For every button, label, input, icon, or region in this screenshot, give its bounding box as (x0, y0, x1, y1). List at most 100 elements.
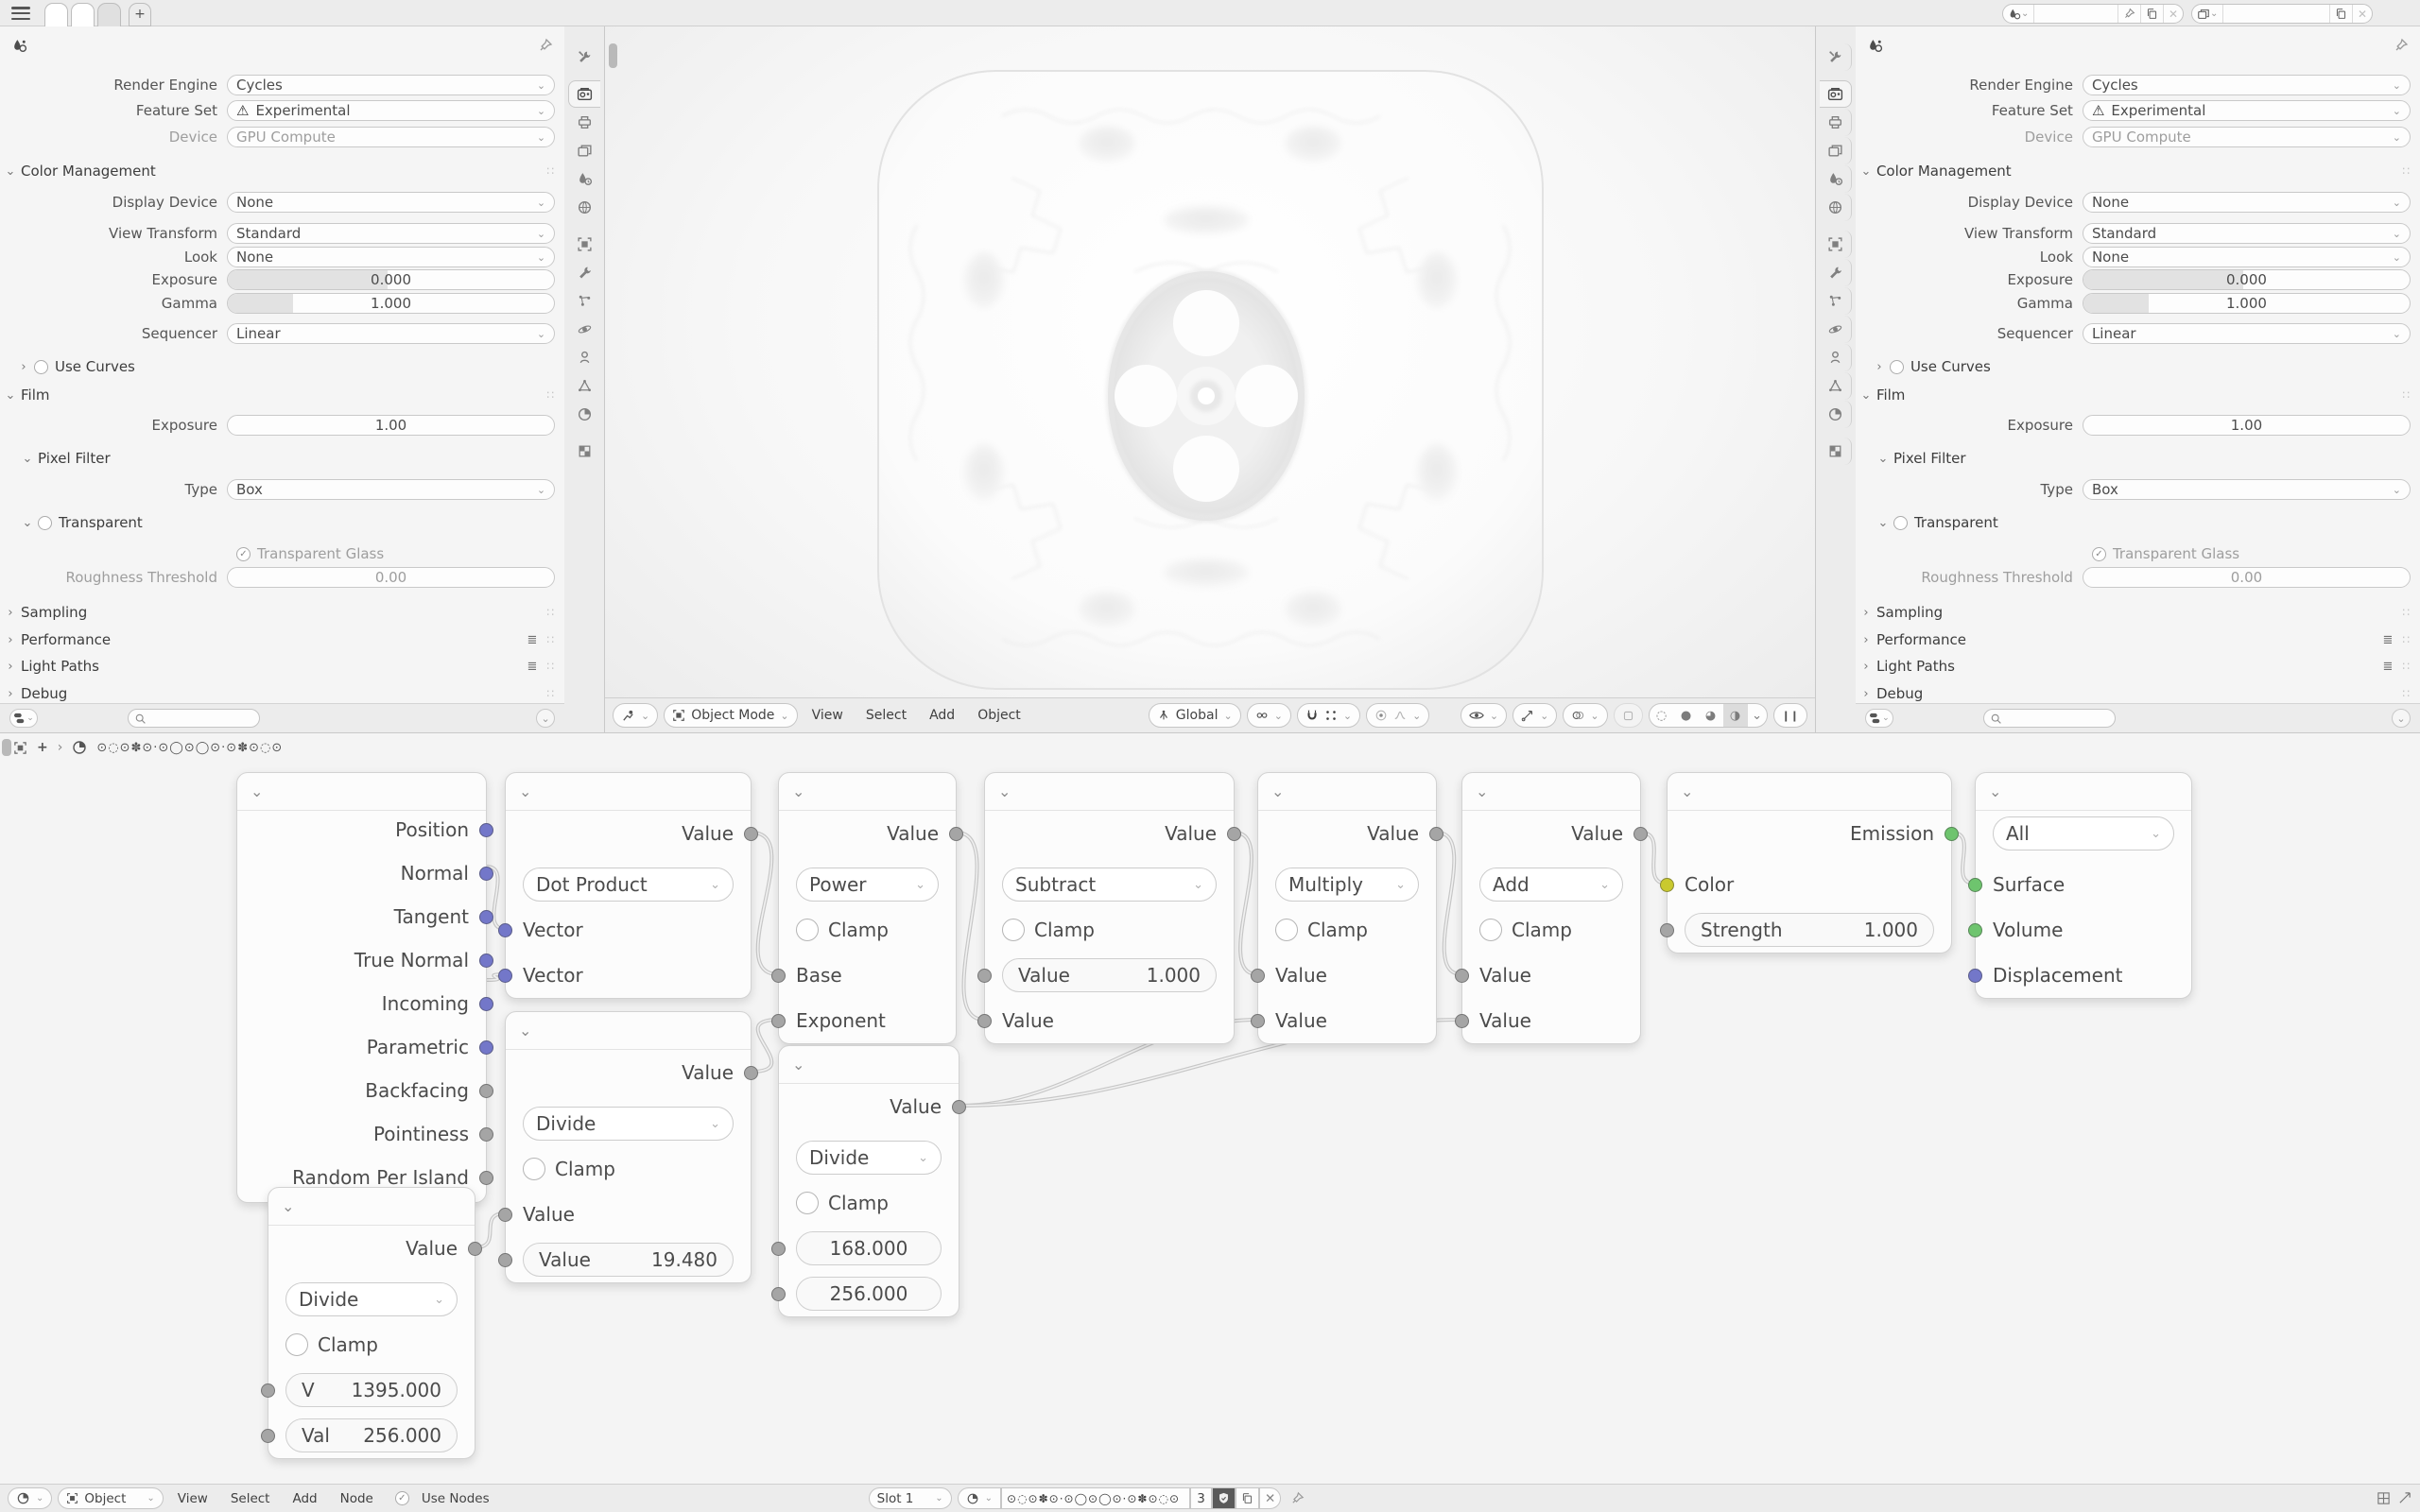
output-socket[interactable] (468, 1241, 482, 1256)
tab-view-layer[interactable] (1820, 137, 1852, 164)
xray-toggle[interactable] (1613, 703, 1643, 728)
device-dropdown[interactable]: GPU Compute ⌄ (227, 127, 556, 147)
transparent-glass-checkbox[interactable]: ✓ (2091, 546, 2106, 561)
collapse-icon[interactable]: ⌄ (282, 1197, 295, 1215)
operation-dropdown[interactable]: Add ⌄ (1479, 868, 1623, 902)
shading-options-chevron[interactable]: ⌄ (1748, 704, 1767, 727)
pause-render-button[interactable]: ❙❙ (1772, 703, 1807, 728)
tab-tool[interactable] (568, 43, 600, 71)
output-socket[interactable] (952, 1099, 966, 1114)
input-socket[interactable] (771, 1286, 786, 1301)
section-sampling[interactable]: › Sampling ∷ (0, 601, 555, 624)
clamp-checkbox[interactable] (796, 1192, 819, 1214)
search-input[interactable] (1982, 709, 2116, 728)
feature-set-dropdown[interactable]: ⚠ Experimental ⌄ (227, 100, 556, 121)
roughness-threshold-field[interactable]: 0.00 (2082, 567, 2411, 588)
value-field[interactable]: Value 1.000 (1002, 958, 1217, 992)
value-field[interactable]: V 1395.000 (285, 1373, 458, 1407)
node-header[interactable]: ⌄ (268, 1188, 475, 1226)
material-output-node[interactable]: ⌄ All ⌄ Surface Volume Displacement (1968, 772, 2192, 999)
output-socket[interactable] (479, 866, 493, 881)
node-header[interactable]: ⌄ (779, 1046, 959, 1084)
tab-view-layer[interactable] (568, 137, 600, 164)
output-socket[interactable] (479, 953, 493, 968)
math-node-divide-b[interactable]: ⌄ Value Divide ⌄ Clamp Value Value 19.480 (498, 1011, 758, 1283)
input-socket[interactable] (498, 968, 512, 983)
tab-particles[interactable] (1820, 287, 1852, 315)
strength-field[interactable]: Strength 1.000 (1685, 913, 1934, 947)
menu-view[interactable]: View (177, 1490, 208, 1506)
sequencer-dropdown[interactable]: Linear ⌄ (2082, 323, 2411, 344)
drag-dots-icon[interactable]: ∷ (2402, 388, 2411, 402)
math-node-divide-c[interactable]: ⌄ Value Divide ⌄ Clamp 168.000 256.000 (771, 1045, 966, 1317)
pin-icon[interactable] (2117, 5, 2140, 23)
tab-scene[interactable] (568, 165, 600, 193)
collapse-icon[interactable]: ⌄ (1476, 782, 1489, 800)
toolbar-collapsed-handle[interactable] (609, 43, 617, 68)
transparent-checkbox[interactable] (1893, 515, 1908, 530)
drag-dots-icon[interactable]: ∷ (2402, 606, 2411, 619)
node-header[interactable]: ⌄ (506, 1012, 751, 1050)
output-socket[interactable] (479, 1083, 493, 1098)
collapse-icon[interactable]: ⌄ (1681, 782, 1694, 800)
input-socket[interactable] (498, 1252, 512, 1267)
drag-dots-icon[interactable]: ∷ (546, 687, 556, 700)
output-socket[interactable] (479, 822, 493, 837)
pin-icon[interactable] (1290, 1491, 1305, 1505)
section-color-management[interactable]: ⌄ Color Management ∷ (0, 160, 555, 182)
tab-constraints[interactable] (1820, 344, 1852, 371)
section-film[interactable]: ⌄ Film ∷ (0, 384, 555, 406)
view-layer-icon[interactable]: ⌄ (2192, 5, 2222, 23)
input-socket[interactable] (261, 1428, 275, 1443)
output-socket[interactable] (479, 1040, 493, 1055)
use-nodes-checkbox[interactable]: ✓ (394, 1491, 409, 1505)
tab-object[interactable] (568, 231, 600, 258)
close-icon[interactable]: ✕ (2351, 5, 2372, 23)
render-engine-dropdown[interactable]: Cycles ⌄ (2082, 75, 2411, 95)
value-field[interactable]: Val 256.000 (285, 1418, 458, 1452)
shading-rendered-button[interactable]: ◑ (1722, 704, 1748, 727)
tab-particles[interactable] (568, 287, 600, 315)
math-node-add[interactable]: ⌄ Value Add ⌄ Clamp Value Value (1455, 772, 1648, 1044)
menu-object[interactable]: Object (977, 708, 1021, 723)
math-node-divide-a[interactable]: ⌄ Value Divide ⌄ Clamp V 1395.000 Val 256.0… (261, 1187, 482, 1459)
copy-icon[interactable] (2139, 5, 2163, 23)
close-icon[interactable]: ✕ (2162, 5, 2183, 23)
section-performance[interactable]: › Performance ≣ ∷ (1856, 628, 2411, 651)
section-light-paths[interactable]: › Light Paths ≣ ∷ (1856, 655, 2411, 678)
workspace-tab-active[interactable] (97, 3, 121, 26)
output-socket[interactable] (1429, 826, 1443, 841)
fake-user-button[interactable] (1212, 1487, 1236, 1509)
input-socket[interactable] (1968, 877, 1982, 892)
collapse-icon[interactable]: ⌄ (1989, 782, 2002, 800)
drag-dots-icon[interactable]: ∷ (2402, 633, 2411, 646)
display-device-dropdown[interactable]: None ⌄ (2082, 192, 2411, 213)
shader-node-editor[interactable]: + › ⊙◌⊙✽⊙·⊙◯⊙◯⊙·⊙✽⊙◌⊙ (0, 732, 2420, 1512)
clamp-checkbox[interactable] (1479, 919, 1502, 941)
drag-dots-icon[interactable]: ∷ (546, 660, 556, 673)
scrollbar-handle[interactable] (2, 739, 11, 756)
drag-dots-icon[interactable]: ∷ (2402, 164, 2411, 178)
tab-material[interactable] (1820, 401, 1852, 428)
collapse-icon[interactable]: ⌄ (998, 782, 1011, 800)
tab-data[interactable] (1820, 372, 1852, 400)
overlays-dropdown[interactable]: ⌄ (1563, 703, 1608, 728)
operation-dropdown[interactable]: Multiply ⌄ (1275, 868, 1419, 902)
operation-dropdown[interactable]: Divide ⌄ (523, 1107, 734, 1141)
presets-icon[interactable]: ≣ (2382, 659, 2394, 674)
input-socket[interactable] (1660, 877, 1674, 892)
output-socket[interactable] (949, 826, 963, 841)
menu-select[interactable]: Select (230, 1490, 270, 1506)
section-light-paths[interactable]: › Light Paths ≣ ∷ (0, 655, 555, 678)
math-node-power[interactable]: ⌄ Value Power ⌄ Clamp Base Exponent (771, 772, 963, 1044)
input-socket[interactable] (1455, 968, 1469, 983)
view-layer-selector[interactable]: ⌄ ✕ (2191, 4, 2373, 24)
tab-material[interactable] (568, 401, 600, 428)
output-socket[interactable] (1227, 826, 1241, 841)
drag-dots-icon[interactable]: ∷ (2402, 660, 2411, 673)
copy-icon[interactable] (2328, 5, 2352, 23)
input-socket[interactable] (1660, 922, 1674, 937)
clamp-checkbox[interactable] (1275, 919, 1298, 941)
input-socket[interactable] (1968, 968, 1982, 983)
tab-modifiers[interactable] (1820, 259, 1852, 286)
